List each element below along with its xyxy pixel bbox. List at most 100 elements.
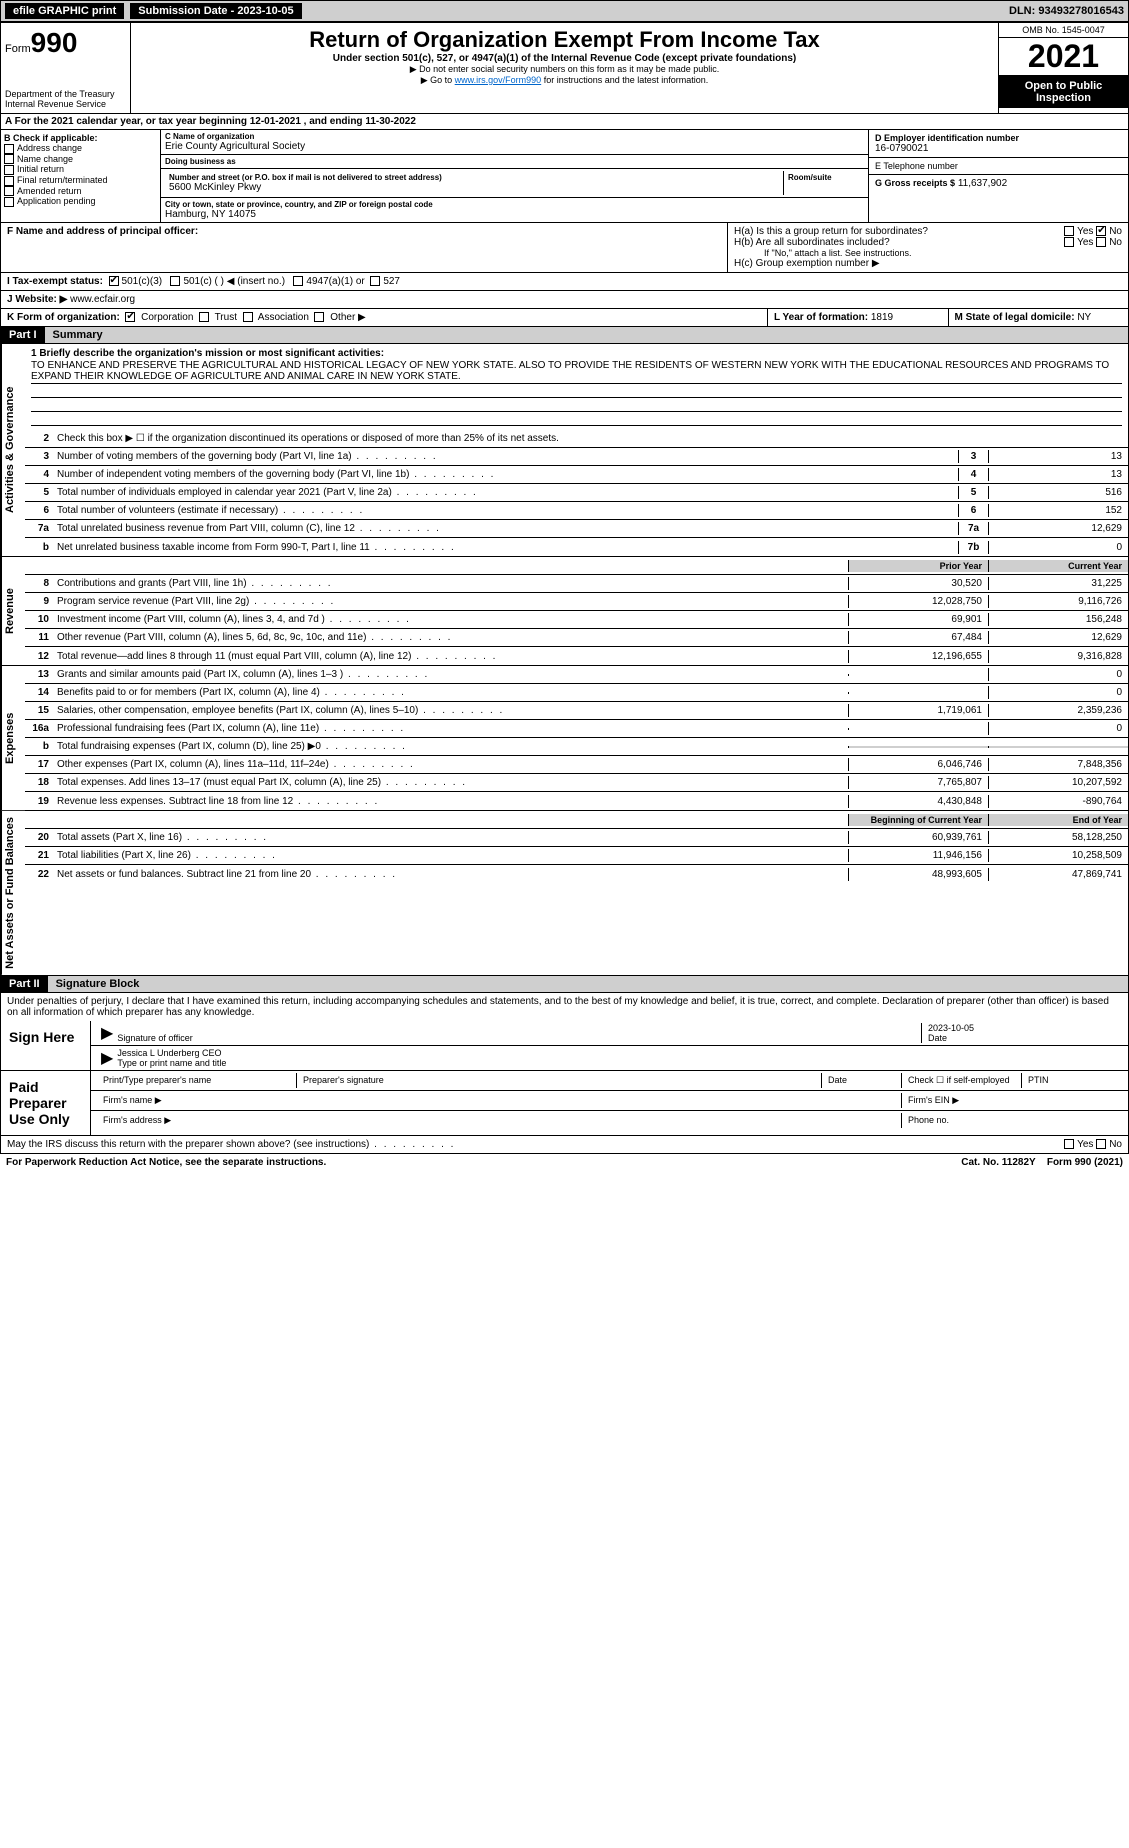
- arrow-icon: ▶: [97, 1023, 117, 1043]
- may-irs-text: May the IRS discuss this return with the…: [7, 1139, 455, 1150]
- no-label: No: [1109, 226, 1122, 237]
- col-beginning: Beginning of Current Year: [848, 814, 988, 826]
- chk-4947[interactable]: [293, 276, 303, 286]
- mission-blank1: [31, 384, 1122, 398]
- gross-label: G Gross receipts $: [875, 178, 955, 188]
- h-a-text: H(a) Is this a group return for subordin…: [734, 226, 928, 237]
- chk-corp[interactable]: [125, 312, 135, 322]
- mission-blank3: [31, 412, 1122, 426]
- box-b: B Check if applicable: Address change Na…: [1, 130, 161, 222]
- chk-assoc[interactable]: [243, 312, 253, 322]
- h-b: H(b) Are all subordinates included? Yes …: [734, 237, 1122, 248]
- ssn-note: ▶ Do not enter social security numbers o…: [135, 64, 994, 75]
- form-990-num: 990: [31, 27, 78, 58]
- summary-exp: Expenses 13 Grants and similar amounts p…: [0, 666, 1129, 811]
- tel-label: E Telephone number: [875, 161, 1122, 171]
- org-name: Erie County Agricultural Society: [165, 141, 864, 152]
- ptin-label: PTIN: [1022, 1073, 1122, 1088]
- sig-date-value: 2023-10-05: [928, 1023, 974, 1033]
- summary-gov: Activities & Governance 1 Briefly descri…: [0, 344, 1129, 557]
- paid-preparer-label: Paid Preparer Use Only: [1, 1071, 91, 1135]
- street-value: 5600 McKinley Pkwy: [169, 182, 779, 193]
- city-value: Hamburg, NY 14075: [165, 209, 864, 220]
- part2-header: Part II Signature Block: [0, 976, 1129, 993]
- tax-year: 2021: [999, 38, 1128, 76]
- chk-other[interactable]: [314, 312, 324, 322]
- line-7a: 7a Total unrelated business revenue from…: [25, 520, 1128, 538]
- prep-name-label: Print/Type preparer's name: [97, 1073, 297, 1088]
- chk-trust[interactable]: [199, 312, 209, 322]
- omb-number: OMB No. 1545-0047: [999, 23, 1128, 38]
- self-employed: Check ☐ if self-employed: [902, 1073, 1022, 1088]
- submission-date: Submission Date - 2023-10-05: [130, 3, 301, 19]
- line-4: 4 Number of independent voting members o…: [25, 466, 1128, 484]
- chk-address-change[interactable]: [4, 144, 14, 154]
- box-c: C Name of organization Erie County Agric…: [161, 130, 868, 222]
- line-17: 17 Other expenses (Part IX, column (A), …: [25, 756, 1128, 774]
- chk-hb-no[interactable]: [1096, 237, 1106, 247]
- tab-expenses: Expenses: [1, 666, 25, 810]
- state-domicile: NY: [1077, 312, 1091, 323]
- chk-final[interactable]: [4, 176, 14, 186]
- chk-hb-yes[interactable]: [1064, 237, 1074, 247]
- officer-name: Jessica L Underberg CEO: [117, 1048, 221, 1058]
- period-row: A For the 2021 calendar year, or tax yea…: [0, 114, 1129, 130]
- chk-ha-yes[interactable]: [1064, 226, 1074, 236]
- h-a: H(a) Is this a group return for subordin…: [734, 226, 1122, 237]
- opt-address-change: Address change: [17, 143, 82, 153]
- no-3: No: [1109, 1139, 1122, 1150]
- website-row: J Website: ▶ www.ecfair.org: [0, 291, 1129, 309]
- ein-value: 16-0790021: [875, 143, 1122, 154]
- form-footer: Form 990 (2021): [1047, 1157, 1123, 1168]
- line-15: 15 Salaries, other compensation, employe…: [25, 702, 1128, 720]
- chk-pending[interactable]: [4, 197, 14, 207]
- line-18: 18 Total expenses. Add lines 13–17 (must…: [25, 774, 1128, 792]
- form-title: Return of Organization Exempt From Incom…: [135, 27, 994, 53]
- top-bar: efile GRAPHIC print Submission Date - 20…: [0, 0, 1129, 22]
- ein-label: D Employer identification number: [875, 133, 1122, 143]
- sign-here-label: Sign Here: [1, 1021, 91, 1070]
- street-label: Number and street (or P.O. box if mail i…: [169, 173, 779, 182]
- opt-501c3: 501(c)(3): [122, 276, 163, 287]
- chk-initial[interactable]: [4, 165, 14, 175]
- form-word: Form: [5, 43, 31, 55]
- line-b: b Net unrelated business taxable income …: [25, 538, 1128, 556]
- part2-title: Signature Block: [48, 976, 1128, 992]
- line-21: 21 Total liabilities (Part X, line 26) 1…: [25, 847, 1128, 865]
- box-f-label: F Name and address of principal officer:: [7, 226, 721, 237]
- footer: For Paperwork Reduction Act Notice, see …: [0, 1154, 1129, 1171]
- chk-discuss-no[interactable]: [1096, 1139, 1106, 1149]
- year-formation: 1819: [871, 312, 893, 323]
- form-subtitle: Under section 501(c), 527, or 4947(a)(1)…: [135, 53, 994, 64]
- chk-discuss-yes[interactable]: [1064, 1139, 1074, 1149]
- cat-no: Cat. No. 11282Y: [961, 1157, 1035, 1168]
- chk-ha-no[interactable]: [1096, 226, 1106, 236]
- opt-name-change: Name change: [17, 154, 73, 164]
- chk-501c3[interactable]: [109, 276, 119, 286]
- goto-note: ▶ Go to www.irs.gov/Form990 for instruct…: [135, 75, 994, 86]
- line-6: 6 Total number of volunteers (estimate i…: [25, 502, 1128, 520]
- part1-header: Part I Summary: [0, 327, 1129, 344]
- sig-date-label: Date: [928, 1033, 947, 1043]
- chk-527[interactable]: [370, 276, 380, 286]
- mission-blank2: [31, 398, 1122, 412]
- line-10: 10 Investment income (Part VIII, column …: [25, 611, 1128, 629]
- chk-name-change[interactable]: [4, 154, 14, 164]
- line-19: 19 Revenue less expenses. Subtract line …: [25, 792, 1128, 810]
- org-name-label: C Name of organization: [165, 132, 864, 141]
- chk-amended[interactable]: [4, 186, 14, 196]
- dba-label: Doing business as: [165, 157, 864, 166]
- no-label-2: No: [1109, 237, 1122, 248]
- opt-final: Final return/terminated: [17, 175, 108, 185]
- part1-badge: Part I: [1, 327, 45, 343]
- chk-501c[interactable]: [170, 276, 180, 286]
- opt-corp: Corporation: [141, 312, 193, 323]
- line-14: 14 Benefits paid to or for members (Part…: [25, 684, 1128, 702]
- yes-label-2: Yes: [1077, 237, 1093, 248]
- opt-527: 527: [383, 276, 400, 287]
- entity-block: B Check if applicable: Address change Na…: [0, 130, 1129, 223]
- irs-link[interactable]: www.irs.gov/Form990: [455, 75, 542, 85]
- box-k-label: K Form of organization:: [7, 312, 120, 323]
- h-b-text: H(b) Are all subordinates included?: [734, 237, 890, 248]
- prep-sig-label: Preparer's signature: [297, 1073, 822, 1088]
